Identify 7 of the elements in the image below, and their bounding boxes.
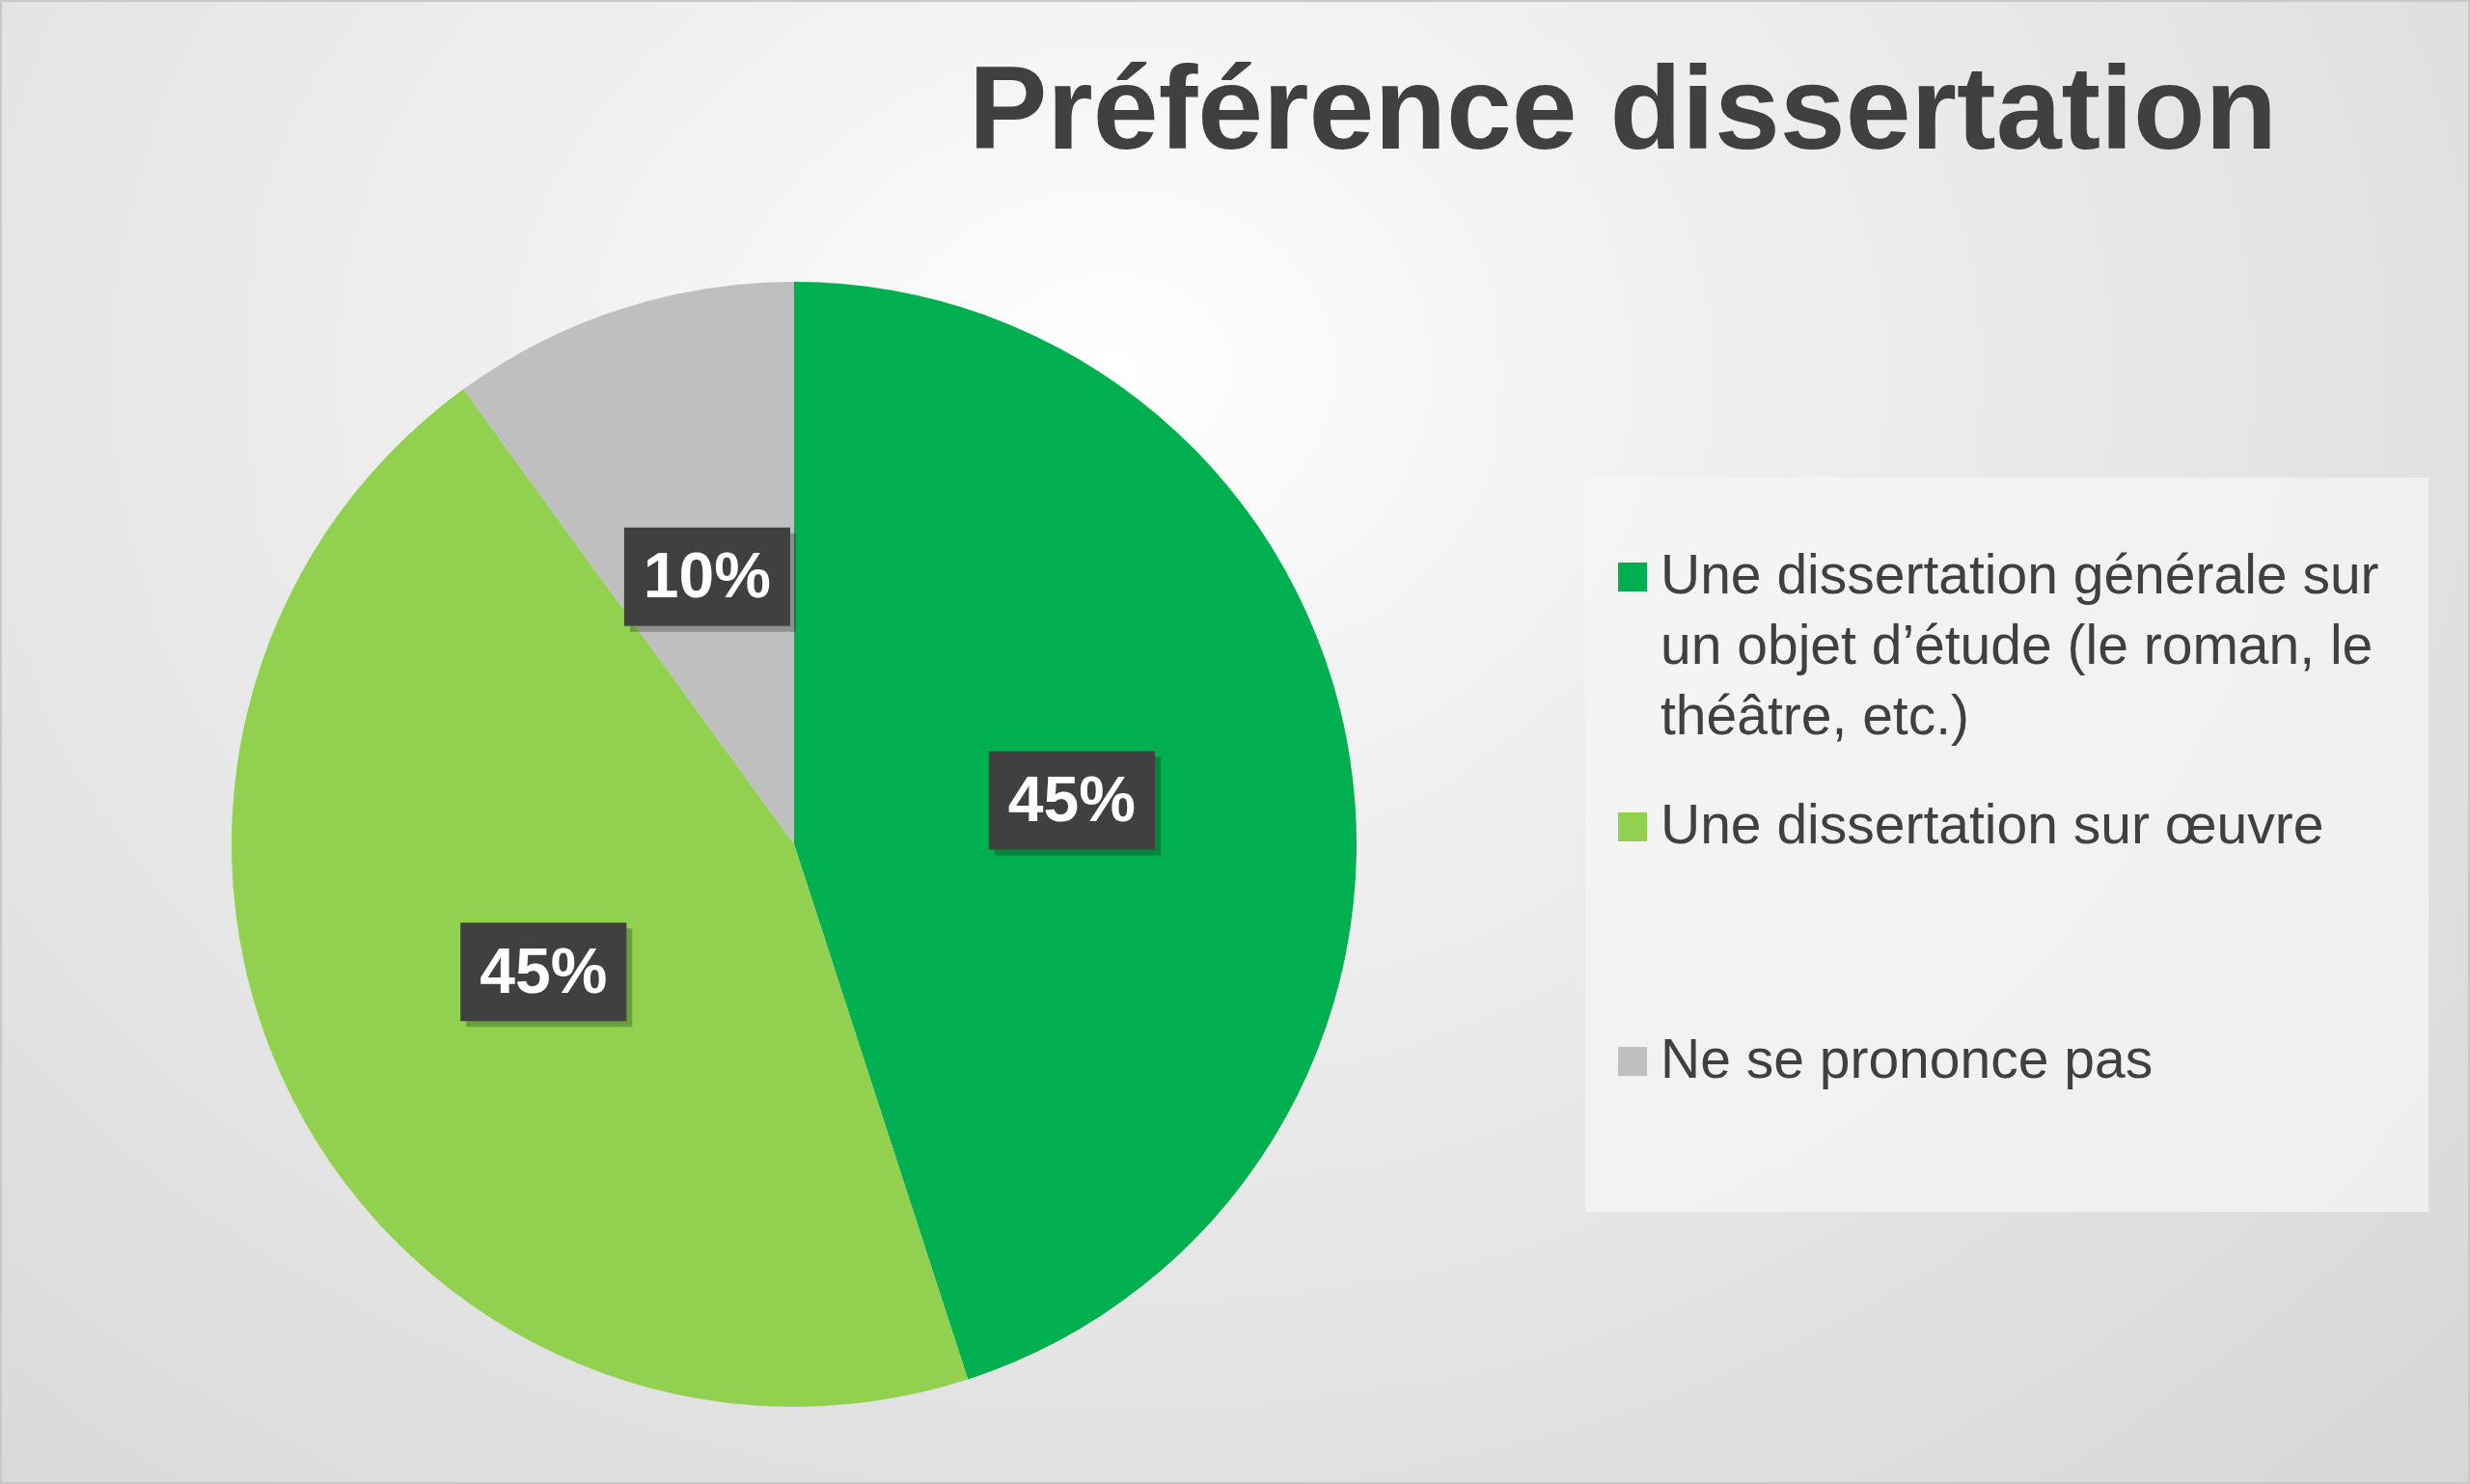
chart-title: Préférence dissertation bbox=[967, 41, 2279, 176]
legend-label: Ne se prononce pas bbox=[1660, 1027, 2154, 1091]
data-label: 45% bbox=[1007, 762, 1136, 835]
legend-label: Une dissertation générale sur un objet d’étude (le roman, le théâtre, etc.) bbox=[1660, 542, 2380, 748]
legend-label: Une dissertation sur œuvre bbox=[1660, 792, 2324, 857]
data-label: 45% bbox=[480, 934, 608, 1006]
data-label: 10% bbox=[643, 538, 771, 611]
